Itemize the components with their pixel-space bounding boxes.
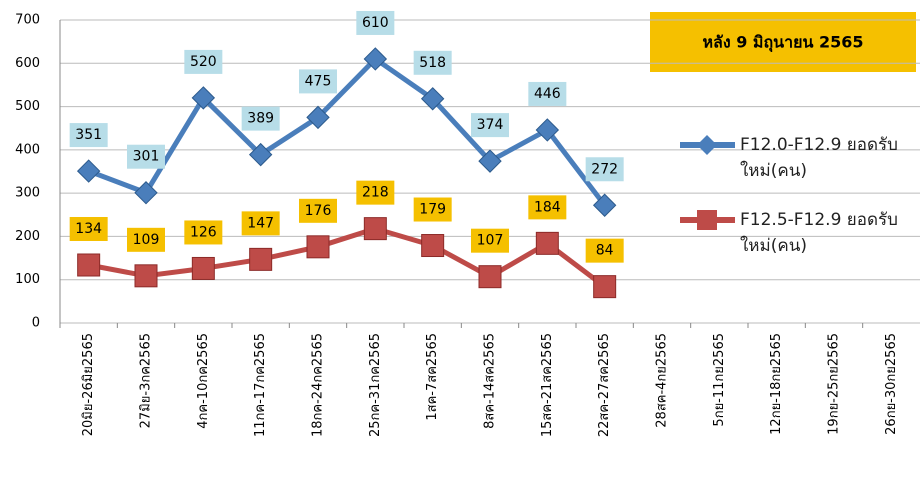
point: [191, 86, 216, 110]
x-tick-label: 12กย-18กย2565: [769, 333, 784, 435]
point: [306, 105, 330, 130]
x-tick-label: 18กค-24กค2565: [311, 333, 326, 437]
point: [535, 231, 559, 255]
y-tick-label: 300: [15, 186, 40, 201]
data-label-box: [585, 238, 624, 263]
x-tick-label: 26กย-30กย2565: [884, 333, 899, 435]
data-label: 272: [591, 161, 618, 177]
legend-marker: [697, 210, 717, 230]
point: [306, 235, 330, 259]
point: [535, 118, 560, 142]
data-label: 84: [596, 243, 614, 259]
data-label: 475: [305, 73, 332, 89]
y-tick-label: 0: [32, 316, 40, 331]
data-label: 126: [190, 224, 217, 240]
x-tick-label: 4กค-10กค2565: [196, 333, 211, 429]
point: [134, 181, 158, 205]
data-label: 184: [534, 199, 561, 215]
data-label-box: [471, 228, 509, 253]
series-line: [87, 56, 607, 207]
series-line: [88, 226, 607, 289]
data-label-box: [413, 50, 452, 75]
data-label-box: [69, 123, 108, 148]
data-label-box: [356, 10, 395, 35]
data-label-box: [528, 81, 567, 106]
data-label-box: [299, 198, 337, 223]
data-label-box: [69, 216, 108, 241]
point: [421, 234, 445, 258]
data-label-box: [241, 211, 280, 236]
x-tick-label: 19กย-25กย2565: [827, 333, 842, 435]
y-tick-label: 600: [15, 56, 40, 71]
data-label-box: [413, 197, 452, 222]
data-label-box: [241, 106, 280, 131]
legend-label: F12.5-F12.9 ยอดรับใหม่(คน): [740, 210, 898, 256]
point: [76, 159, 101, 183]
x-tick-label: 20มิย-26มิย2565: [81, 333, 96, 436]
point: [478, 265, 502, 289]
data-label-box: [184, 220, 223, 245]
data-label: 374: [477, 117, 504, 133]
data-label: 351: [75, 127, 102, 143]
x-tick-label: 15สค-21สค2565: [540, 333, 555, 437]
y-tick-label: 500: [15, 99, 40, 114]
x-tick-label: 1สค-7สค2565: [425, 333, 440, 421]
point: [134, 264, 158, 288]
point: [420, 87, 445, 111]
data-label: 134: [75, 221, 102, 237]
data-label: 179: [419, 202, 446, 218]
data-label: 218: [362, 185, 389, 201]
x-tick-label: 27มิย-3กค2565: [139, 333, 154, 428]
annotation-box: [650, 12, 916, 72]
data-label-box: [528, 195, 567, 220]
y-tick-label: 100: [15, 272, 40, 287]
data-label: 109: [133, 232, 160, 248]
point: [249, 247, 273, 271]
point: [593, 275, 617, 299]
x-tick-label: 5กย-11กย2565: [712, 333, 727, 427]
data-label: 446: [534, 86, 561, 102]
point: [77, 253, 101, 277]
data-label-box: [356, 180, 395, 205]
annotation: หลัง 9 มิถุนายน 2565: [702, 33, 863, 53]
point: [191, 256, 215, 280]
data-label-box: [299, 69, 337, 94]
legend-label: F12.0-F12.9 ยอดรับใหม่(คน): [740, 135, 898, 181]
y-tick-label: 200: [15, 229, 40, 244]
data-label: 520: [190, 54, 217, 70]
data-label: 107: [477, 233, 504, 249]
data-label: 610: [362, 15, 389, 31]
data-label: 518: [419, 55, 446, 71]
legend-marker: [697, 135, 717, 155]
x-tick-label: 25กค-31กค2565: [368, 333, 383, 437]
data-label: 176: [305, 203, 332, 219]
y-tick-label: 700: [15, 13, 40, 28]
point: [592, 193, 617, 217]
point: [248, 142, 273, 167]
x-tick-label: 22สค-27สค2565: [597, 333, 612, 437]
x-tick-label: 28สค-4กย2565: [655, 333, 670, 428]
data-label-box: [184, 49, 223, 74]
x-tick-label: 11กค-17กค2565: [253, 333, 268, 437]
data-label-box: [127, 227, 165, 252]
data-label: 301: [133, 149, 160, 165]
x-tick-label: 8สค-14สค2565: [483, 333, 498, 429]
data-label-box: [471, 113, 509, 138]
point: [363, 47, 388, 71]
data-label-box: [127, 144, 165, 169]
data-label: 389: [247, 111, 274, 127]
point: [478, 149, 502, 173]
y-tick-label: 400: [15, 142, 40, 157]
data-label-box: [585, 157, 624, 182]
point: [363, 217, 387, 241]
data-label: 147: [247, 215, 274, 231]
